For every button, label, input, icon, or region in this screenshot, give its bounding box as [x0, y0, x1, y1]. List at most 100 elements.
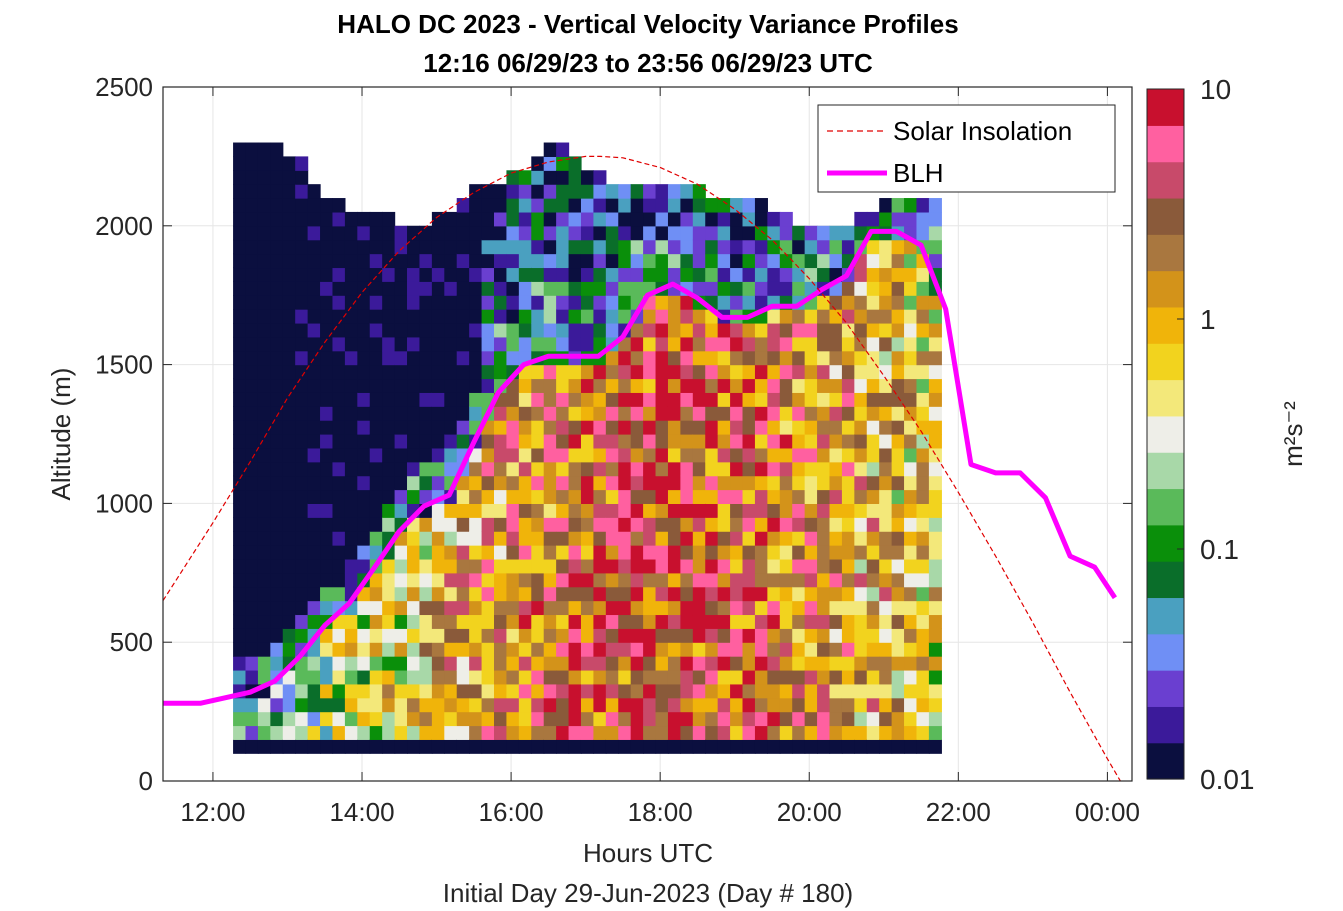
- heatmap-cell: [605, 392, 619, 407]
- heatmap-cell: [394, 309, 408, 324]
- blh-line: [163, 228, 1117, 706]
- heatmap-cell: [804, 461, 818, 477]
- heatmap-cell: [866, 211, 880, 227]
- heatmap-cell: [518, 170, 532, 185]
- heatmap-cell: [233, 628, 247, 643]
- heatmap-cell: [792, 253, 806, 269]
- heatmap-cell: [320, 545, 334, 560]
- heatmap-cell: [282, 322, 296, 338]
- heatmap-cell: [643, 336, 657, 352]
- heatmap-cell: [245, 267, 259, 282]
- heatmap-cell: [245, 503, 259, 518]
- heatmap-cell: [257, 142, 271, 157]
- heatmap-cell: [817, 545, 831, 560]
- heatmap-cell: [792, 711, 806, 727]
- heatmap-cell: [655, 614, 669, 629]
- heatmap-cell: [928, 503, 942, 518]
- heatmap-cell: [754, 558, 768, 574]
- heatmap-cell: [357, 489, 371, 504]
- heatmap-cell: [792, 545, 806, 560]
- heatmap-cell: [605, 434, 619, 449]
- heatmap-cell: [245, 253, 259, 269]
- heatmap-cell: [295, 586, 309, 602]
- heatmap-cell: [543, 725, 557, 740]
- heatmap-cell: [767, 253, 781, 269]
- heatmap-cell: [456, 586, 470, 602]
- heatmap-cell: [916, 350, 930, 366]
- heatmap-cell: [730, 267, 744, 282]
- heatmap-cell: [904, 322, 918, 338]
- heatmap-cell: [630, 420, 644, 435]
- heatmap-cell: [469, 656, 483, 671]
- heatmap-cell: [705, 628, 719, 643]
- heatmap-cell: [556, 170, 570, 185]
- heatmap-cell: [295, 392, 309, 407]
- heatmap-cell: [431, 322, 445, 338]
- heatmap-cell: [730, 461, 744, 477]
- heatmap-cell: [705, 406, 719, 421]
- heatmap-cell: [866, 545, 880, 560]
- heatmap-cell: [257, 211, 271, 227]
- heatmap-cell: [692, 461, 706, 477]
- heatmap-cell: [382, 614, 396, 629]
- heatmap-cell: [866, 600, 880, 616]
- heatmap-cell: [829, 614, 843, 629]
- heatmap-cell: [928, 350, 942, 366]
- heatmap-cell: [270, 447, 284, 463]
- heatmap-cell: [481, 447, 495, 463]
- heatmap-cell: [270, 614, 284, 629]
- heatmap-cell: [506, 198, 520, 213]
- heatmap-cell: [904, 545, 918, 560]
- heatmap-cell: [618, 503, 632, 518]
- heatmap-cell: [270, 336, 284, 352]
- heatmap-cell: [928, 489, 942, 504]
- heatmap-cell: [394, 420, 408, 435]
- heatmap-cell: [556, 642, 570, 657]
- heatmap-cell: [841, 669, 855, 685]
- heatmap-cell: [916, 406, 930, 421]
- heatmap-cell: [494, 475, 508, 491]
- heatmap-cell: [332, 711, 346, 727]
- heatmap-cell: [916, 545, 930, 560]
- heatmap-cell: [456, 725, 470, 740]
- heatmap-cell: [469, 558, 483, 574]
- heatmap-cell: [866, 350, 880, 366]
- heatmap-cell: [518, 420, 532, 435]
- heatmap-cell: [382, 711, 396, 727]
- heatmap-cell: [481, 586, 495, 602]
- heatmap-cell: [630, 336, 644, 352]
- heatmap-cell: [369, 267, 383, 282]
- heatmap-cell: [481, 475, 495, 491]
- heatmap-cell: [680, 378, 694, 393]
- heatmap-cell: [357, 711, 371, 727]
- heatmap-cell: [767, 711, 781, 727]
- heatmap-cell: [407, 392, 421, 407]
- heatmap-cell: [431, 461, 445, 477]
- heatmap-cell: [332, 558, 346, 574]
- heatmap-cell: [233, 447, 247, 463]
- heatmap-cell: [481, 614, 495, 629]
- heatmap-cell: [928, 739, 942, 754]
- heatmap-cell: [692, 628, 706, 643]
- heatmap-cell: [494, 434, 508, 449]
- heatmap-cell: [431, 281, 445, 296]
- heatmap-cell: [804, 309, 818, 324]
- heatmap-cell: [817, 239, 831, 255]
- heatmap-cell: [518, 739, 532, 754]
- heatmap-cell: [618, 211, 632, 227]
- heatmap-cell: [257, 295, 271, 310]
- heatmap-cell: [692, 517, 706, 532]
- heatmap-cell: [270, 350, 284, 366]
- heatmap-cell: [369, 475, 383, 491]
- heatmap-cell: [394, 614, 408, 629]
- heatmap-cell: [282, 184, 296, 199]
- heatmap-cell: [481, 489, 495, 504]
- heatmap-cell: [916, 322, 930, 338]
- heatmap-cell: [605, 669, 619, 685]
- heatmap-cell: [829, 531, 843, 546]
- heatmap-cell: [295, 253, 309, 269]
- heatmap-cell: [307, 434, 321, 449]
- heatmap-cell: [904, 572, 918, 588]
- heatmap-cell: [692, 586, 706, 602]
- heatmap-cell: [767, 406, 781, 421]
